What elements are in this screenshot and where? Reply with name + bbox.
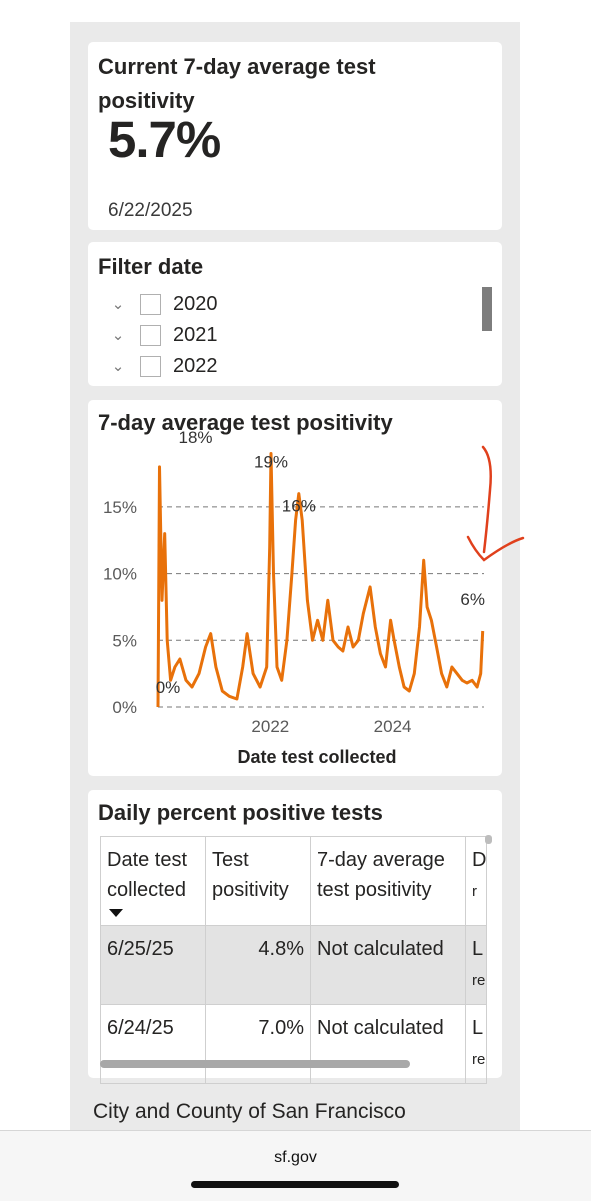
checkbox[interactable] xyxy=(140,324,161,346)
data-label: 19% xyxy=(254,453,288,472)
kpi-date: 6/22/2025 xyxy=(108,200,193,221)
col-header-date[interactable]: Date test collected xyxy=(100,836,206,926)
x-axis: 2022 2024 xyxy=(251,717,411,736)
chevron-down-icon[interactable]: ⌄ xyxy=(111,327,125,344)
scroll-thumb[interactable] xyxy=(100,1060,410,1068)
cell-positivity: 4.8% xyxy=(205,925,311,1005)
checkbox[interactable] xyxy=(140,355,161,377)
filter-item-label: 2021 xyxy=(173,323,218,346)
browser-bottom-bar xyxy=(0,1130,591,1201)
filter-item-2021[interactable]: ⌄ 2021 xyxy=(108,321,218,349)
x-tick-label: 2022 xyxy=(251,717,289,736)
sort-desc-icon[interactable] xyxy=(109,909,123,917)
url-bar[interactable]: sf.gov xyxy=(274,1149,317,1166)
table-horizontal-scrollbar[interactable] xyxy=(100,1060,490,1068)
footer-org: City and County of San Francisco xyxy=(93,1100,406,1123)
y-tick-label: 15% xyxy=(103,498,137,517)
x-axis-title: Date test collected xyxy=(237,747,396,767)
filter-title: Filter date xyxy=(98,254,204,279)
y-tick-label: 10% xyxy=(103,565,137,584)
x-tick-label: 2024 xyxy=(374,717,412,736)
cell-date: 6/25/25 xyxy=(100,925,206,1005)
y-tick-label: 0% xyxy=(112,698,137,717)
filter-item-label: 2022 xyxy=(173,354,218,377)
chart-title: 7-day average test positivity xyxy=(98,410,393,435)
data-label: 6% xyxy=(460,590,485,609)
chart-grid xyxy=(158,506,484,708)
chevron-down-icon[interactable]: ⌄ xyxy=(111,296,125,313)
filter-item-2022[interactable]: ⌄ 2022 xyxy=(108,352,218,380)
table-header-row: Date test collected Test positivity 7-da… xyxy=(100,836,488,926)
data-label: 16% xyxy=(282,497,316,516)
col-header-test-positivity[interactable]: Test positivity xyxy=(205,836,311,926)
y-tick-label: 5% xyxy=(112,631,137,650)
data-label: 18% xyxy=(179,428,213,447)
kpi-value: 5.7% xyxy=(108,111,221,168)
data-label: 0% xyxy=(156,678,181,697)
cell-avg: Not calculated xyxy=(310,925,466,1005)
chart-card: 7-day average test positivity xyxy=(88,400,502,776)
table-row[interactable]: 6/24/25 7.0% Not calculated L re xyxy=(100,1004,488,1084)
line-chart: 15% 10% 5% 0% 2022 2024 18% 19% 16% 6% 0% Date t… xyxy=(103,428,525,767)
chevron-down-icon[interactable]: ⌄ xyxy=(111,358,125,375)
home-indicator[interactable] xyxy=(191,1181,399,1188)
red-annotation-line xyxy=(481,445,492,554)
series-line xyxy=(156,452,485,708)
cell-note: L re xyxy=(464,1004,488,1084)
kpi-title: Current 7-day average test positivity xyxy=(98,54,376,113)
cell-note: L re xyxy=(464,925,488,1005)
cell-positivity: 7.0% xyxy=(205,1004,311,1084)
col-header-7day-avg[interactable]: 7-day average test positivity xyxy=(310,836,466,926)
table-row[interactable]: 6/25/25 4.8% Not calculated L re xyxy=(100,925,488,1005)
table-title: Daily percent positive tests xyxy=(98,800,383,825)
table-vertical-scrollbar[interactable] xyxy=(485,835,492,844)
data-labels: 18% 19% 16% 6% 0% xyxy=(156,428,485,697)
slicer-scrollbar[interactable] xyxy=(482,287,492,331)
red-annotation-arrow xyxy=(466,535,525,562)
checkbox[interactable] xyxy=(140,293,161,315)
cell-avg: Not calculated xyxy=(310,1004,466,1084)
cell-date: 6/24/25 xyxy=(100,1004,206,1084)
kpi-card: Current 7-day average test positivity 5.… xyxy=(88,42,502,230)
y-axis: 15% 10% 5% 0% xyxy=(103,498,137,717)
filter-item-2020[interactable]: ⌄ 2020 xyxy=(108,290,218,318)
filter-item-label: 2020 xyxy=(173,292,218,315)
data-table: Date test collected Test positivity 7-da… xyxy=(100,836,488,1084)
col-header-data-reported[interactable]: D r xyxy=(464,836,488,926)
